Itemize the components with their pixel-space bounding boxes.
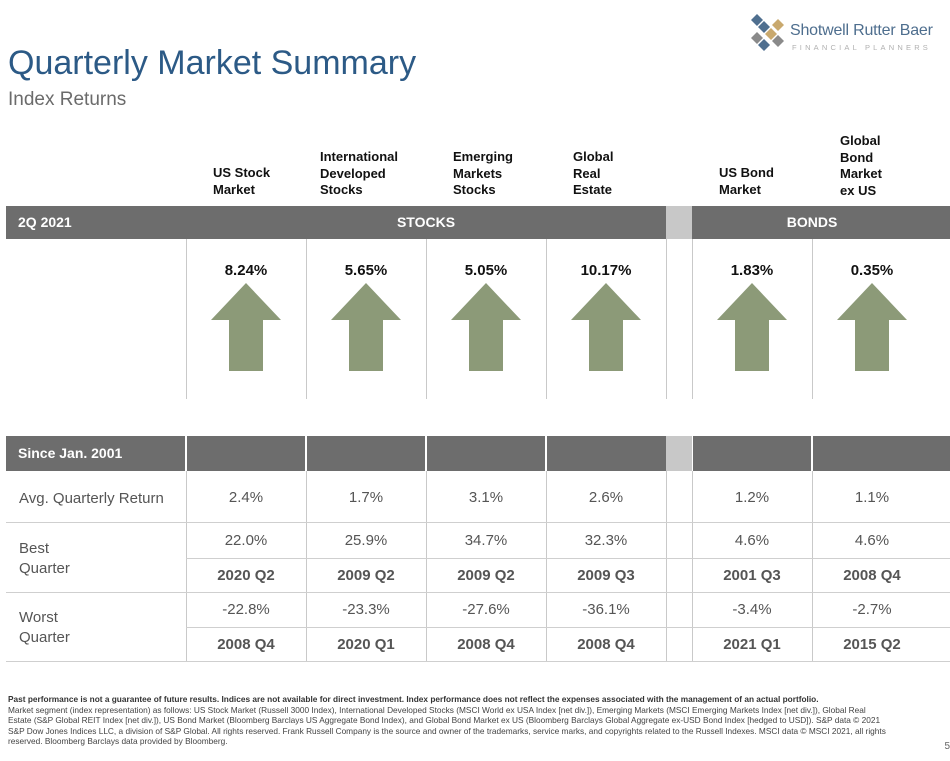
worst-quarter-label: Worst Quarter [19,609,70,646]
row-divider [6,592,950,593]
table-cell: 4.6% [854,532,890,549]
bonds-label: BONDS [786,214,838,230]
up-arrow-icon [837,283,907,371]
row-divider [186,558,950,559]
table-cell: 2008 Q4 [457,636,515,653]
quarter-bar-bonds: BONDS [692,206,950,239]
divider [426,471,427,661]
divider [546,471,547,661]
return-global-bond: 0.35% [850,262,894,279]
table-cell: 2009 Q2 [337,567,395,584]
company-logo: Shotwell Rutter Baer FINANCIAL PLANNERS [748,12,950,62]
since-header: Since Jan. 2001 [6,436,185,471]
quarter-bar-stocks: 2Q 2021 STOCKS [6,206,666,239]
divider [186,239,187,399]
column-header-global-real-estate: Global Real Estate [573,149,614,197]
page-number: 5 [944,741,950,752]
column-header-global-bond: Global Bond Market ex US [840,133,882,198]
table-cell: 2008 Q4 [217,636,275,653]
table-cell: -36.1% [582,601,630,618]
return-us-bond: 1.83% [730,262,774,279]
table-cell: 1.1% [854,489,890,506]
up-arrow-icon [451,283,521,371]
row-divider [6,661,950,662]
header-cell [187,436,305,471]
table-cell: 2008 Q4 [843,567,901,584]
table-cell: 2021 Q1 [723,636,781,653]
divider [306,239,307,399]
column-header-intl-developed: International Developed Stocks [320,149,399,197]
logo-tagline: FINANCIAL PLANNERS [792,43,932,52]
table-cell: 25.9% [344,532,388,549]
table-cell: 2008 Q4 [577,636,635,653]
divider [426,239,427,399]
page-title: Quarterly Market Summary [8,44,417,82]
table-cell: 2020 Q2 [217,567,275,584]
header-cell [547,436,666,471]
divider [186,471,187,661]
table-cell: 32.3% [584,532,628,549]
table-cell: -27.6% [462,601,510,618]
divider [812,471,813,661]
disclosure-bold: Past performance is not a guarantee of f… [8,694,819,704]
table-cell: 2020 Q1 [337,636,395,653]
divider [692,471,693,661]
quarter-period-label: 2Q 2021 [18,214,72,230]
up-arrow-icon [211,283,281,371]
avg-return-label: Avg. Quarterly Return [19,490,164,507]
row-divider [6,522,950,523]
table-cell: 2.6% [588,489,624,506]
return-global-real-estate: 10.17% [580,262,632,279]
table-cell: -23.3% [342,601,390,618]
table-cell: 1.2% [734,489,770,506]
table-cell: 2.4% [228,489,264,506]
table-cell: 2009 Q2 [457,567,515,584]
page-subtitle: Index Returns [8,89,127,110]
table-cell: 2001 Q3 [723,567,781,584]
up-arrow-icon [717,283,787,371]
bar-divider [666,206,692,239]
header-divider [666,436,692,471]
up-arrow-icon [331,283,401,371]
column-header-us-stock: US Stock Market [213,165,271,197]
disclosure-text: Market segment (index representation) as… [8,704,886,747]
table-cell: -3.4% [732,601,772,618]
return-emerging: 5.05% [464,262,508,279]
divider [666,471,667,661]
divider [546,239,547,399]
table-cell: -22.8% [222,601,270,618]
divider [666,239,667,399]
header-cell [693,436,811,471]
header-cell [307,436,425,471]
stocks-label: STOCKS [396,214,456,230]
logo-name: Shotwell Rutter Baer [790,22,933,39]
column-header-emerging: Emerging Markets Stocks [453,149,513,197]
up-arrow-icon [571,283,641,371]
divider [306,471,307,661]
table-cell: 3.1% [468,489,504,506]
table-cell: 2009 Q3 [577,567,635,584]
header-cell [427,436,545,471]
divider [812,239,813,399]
disclosure-footer: Past performance is not a guarantee of f… [8,694,888,747]
table-cell: -2.7% [852,601,892,618]
best-quarter-label: Best Quarter [19,540,70,577]
table-cell: 1.7% [348,489,384,506]
table-cell: 2015 Q2 [843,636,901,653]
table-cell: 22.0% [224,532,268,549]
row-divider [186,627,950,628]
return-intl-developed: 5.65% [344,262,388,279]
return-us-stock: 8.24% [224,262,268,279]
column-header-us-bond: US Bond Market [719,165,774,197]
header-cell [813,436,950,471]
since-label: Since Jan. 2001 [18,445,123,461]
table-cell: 4.6% [734,532,770,549]
table-cell: 34.7% [464,532,508,549]
divider [692,239,693,399]
logo-mark-icon [748,12,788,56]
